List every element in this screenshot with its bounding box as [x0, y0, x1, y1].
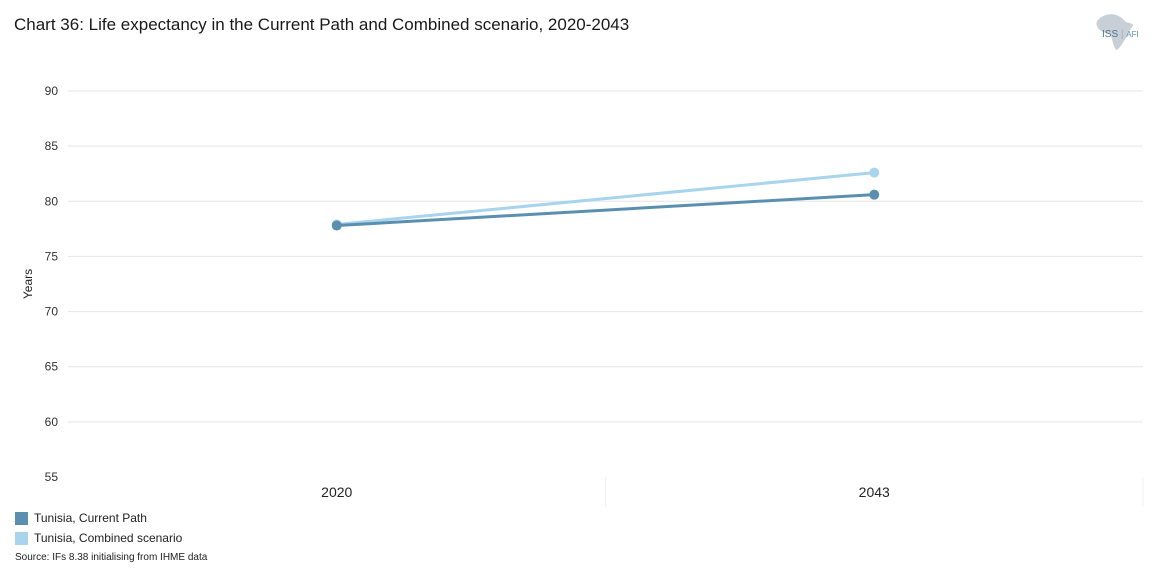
y-tick-label-85: 85	[45, 139, 59, 153]
y-tick-label-75: 75	[45, 249, 59, 263]
series-line-tunisia-combined-scenario	[335, 171, 876, 226]
y-tick-label-90: 90	[45, 84, 59, 98]
y-axis-label: Years	[21, 269, 35, 299]
y-tick-label-80: 80	[45, 194, 59, 208]
point-tunisia-current-path-2020	[331, 220, 342, 231]
legend-label-current-path: Tunisia, Current Path	[34, 511, 147, 525]
y-tick-label-70: 70	[45, 305, 59, 319]
point-tunisia-combined-scenario-2043	[869, 167, 880, 178]
legend-swatch-current-path	[15, 511, 28, 525]
logo-iss: ISS	[1102, 29, 1119, 40]
source-note: Source: IFs 8.38 initialising from IHME …	[15, 552, 208, 563]
series-line-tunisia-current-path	[335, 193, 876, 228]
legend-item-combined-scenario: Tunisia, Combined scenario	[15, 528, 182, 548]
y-tick-label-55: 55	[45, 470, 59, 484]
x-tick-label-2043: 2043	[859, 484, 890, 500]
logo-afi: AFI	[1126, 30, 1139, 39]
legend-item-current-path: Tunisia, Current Path	[15, 508, 182, 528]
logo-text: ISS | AFI	[1102, 29, 1139, 40]
legend-label-combined-scenario: Tunisia, Combined scenario	[34, 531, 183, 545]
logo-separator: |	[1118, 29, 1127, 40]
legend-swatch-combined-scenario	[15, 531, 28, 545]
x-tick-label-2020: 2020	[321, 484, 352, 500]
chart-title: Chart 36: Life expectancy in the Current…	[14, 15, 630, 34]
point-tunisia-current-path-2043	[869, 189, 880, 200]
iss-africa-logo	[1096, 14, 1133, 50]
legend: Tunisia, Current Path Tunisia, Combined …	[15, 508, 182, 548]
y-tick-label-60: 60	[45, 415, 59, 429]
y-tick-label-65: 65	[45, 360, 59, 374]
